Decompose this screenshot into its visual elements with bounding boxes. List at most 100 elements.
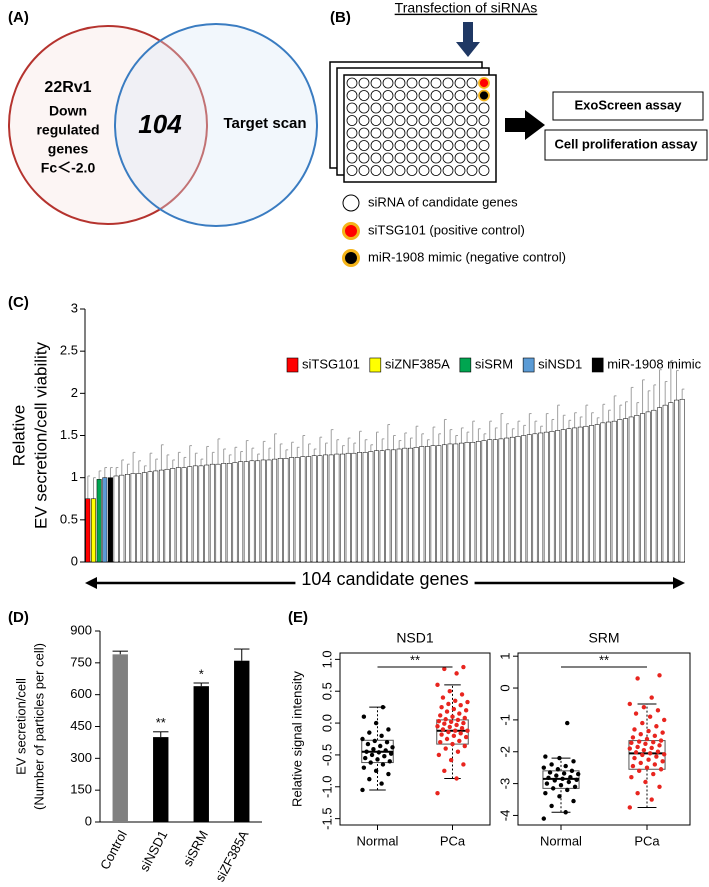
bar bbox=[306, 456, 312, 563]
point bbox=[643, 779, 648, 785]
well bbox=[478, 140, 490, 151]
bar bbox=[419, 446, 425, 563]
bar bbox=[108, 477, 113, 563]
y-tick-label: 450 bbox=[70, 718, 92, 733]
well bbox=[466, 102, 478, 114]
y-tick-label: 1.5 bbox=[60, 427, 78, 442]
well bbox=[442, 165, 454, 176]
point bbox=[557, 794, 562, 799]
assay-box bbox=[552, 91, 704, 121]
well bbox=[382, 77, 394, 89]
y-tick-label: -0.5 bbox=[319, 744, 334, 766]
y-tick-label: 1 bbox=[71, 469, 78, 484]
bar bbox=[464, 441, 470, 563]
point bbox=[440, 695, 446, 700]
point bbox=[461, 762, 466, 767]
x-axis-label: 104 candidate genes bbox=[301, 569, 468, 589]
bar bbox=[300, 456, 306, 563]
point bbox=[571, 759, 576, 764]
point bbox=[555, 767, 561, 772]
point bbox=[448, 757, 454, 763]
point bbox=[655, 708, 661, 713]
point bbox=[646, 728, 651, 734]
point bbox=[384, 739, 390, 745]
bar bbox=[243, 461, 249, 563]
point bbox=[442, 721, 447, 726]
bar bbox=[583, 425, 589, 563]
point bbox=[657, 673, 662, 678]
point bbox=[635, 744, 640, 750]
bar bbox=[85, 498, 91, 563]
point bbox=[382, 754, 387, 759]
legend-label: siTSG101 bbox=[302, 356, 360, 371]
well bbox=[394, 90, 406, 101]
well bbox=[406, 90, 418, 101]
point bbox=[566, 779, 572, 785]
x-tick-label: siNSD1 bbox=[136, 828, 170, 874]
well bbox=[406, 77, 418, 89]
y-axis-label: Relative bbox=[9, 405, 28, 466]
point bbox=[561, 771, 567, 776]
point bbox=[576, 771, 581, 777]
bar bbox=[606, 421, 612, 563]
y-tick-label: 2 bbox=[71, 385, 78, 400]
y-tick-label: 600 bbox=[70, 686, 92, 701]
well bbox=[466, 115, 478, 126]
point bbox=[435, 790, 440, 796]
point bbox=[380, 762, 386, 767]
point bbox=[453, 698, 458, 703]
bar bbox=[413, 447, 419, 563]
legend-swatch bbox=[286, 357, 299, 373]
bar bbox=[238, 461, 244, 563]
bar bbox=[232, 462, 238, 563]
point bbox=[443, 717, 448, 722]
point bbox=[461, 720, 466, 726]
well bbox=[430, 102, 442, 114]
well bbox=[418, 115, 430, 126]
well bbox=[478, 102, 490, 114]
well bbox=[394, 140, 406, 151]
panel-label: (C) bbox=[8, 294, 29, 311]
well bbox=[418, 140, 430, 151]
y-tick-label: 0 bbox=[85, 813, 92, 828]
point bbox=[662, 752, 667, 757]
point bbox=[440, 727, 446, 732]
point bbox=[457, 738, 462, 744]
point bbox=[554, 773, 559, 778]
legend-text: siTSG101 (positive control) bbox=[368, 222, 525, 237]
y-tick-label: 2.5 bbox=[60, 343, 78, 358]
point bbox=[443, 746, 448, 751]
bar bbox=[408, 447, 413, 563]
well bbox=[478, 115, 490, 126]
bar bbox=[628, 416, 634, 563]
bar bbox=[255, 460, 261, 563]
venn-right-text: Target scan bbox=[223, 115, 306, 132]
point bbox=[541, 765, 546, 770]
well bbox=[370, 165, 382, 176]
point bbox=[629, 775, 634, 780]
bar bbox=[198, 465, 204, 563]
significance: ** bbox=[156, 715, 166, 730]
y-axis-label: (Number of particles per cell) bbox=[31, 643, 46, 810]
y-tick-label: -1.5 bbox=[319, 807, 334, 829]
bar bbox=[396, 448, 402, 563]
point bbox=[378, 743, 383, 749]
point bbox=[651, 771, 656, 777]
point bbox=[447, 724, 452, 730]
well bbox=[418, 90, 430, 101]
point bbox=[435, 724, 440, 729]
well bbox=[346, 140, 358, 151]
assay: ExoScreen assay bbox=[575, 97, 683, 112]
bar bbox=[204, 464, 210, 563]
point bbox=[636, 768, 642, 774]
legend-label: siZNF385A bbox=[385, 356, 450, 371]
legend-swatch bbox=[591, 357, 604, 373]
well bbox=[346, 127, 358, 139]
point bbox=[438, 713, 443, 718]
point bbox=[373, 720, 379, 726]
legend-symbol bbox=[342, 249, 360, 267]
point bbox=[641, 704, 647, 710]
venn-left-title: 22Rv1 bbox=[44, 79, 91, 96]
bar bbox=[379, 450, 385, 563]
